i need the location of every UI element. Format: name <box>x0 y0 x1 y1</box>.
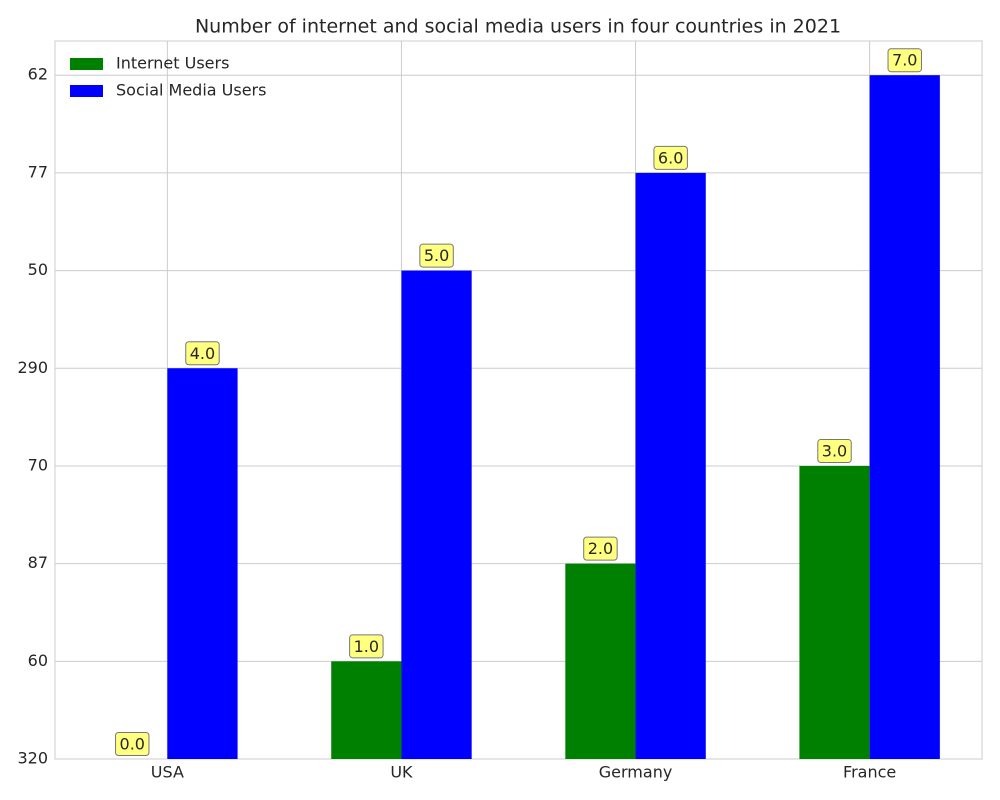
y-tick-label: 87 <box>28 553 48 572</box>
data-label-text: 1.0 <box>354 637 379 656</box>
bar <box>401 270 472 759</box>
bar <box>799 465 870 759</box>
y-tick-label: 62 <box>28 65 48 84</box>
bar <box>869 75 940 759</box>
data-label-box <box>817 438 852 463</box>
legend-label: Internet Users <box>116 54 229 73</box>
x-tick-label: USA <box>151 763 184 782</box>
bar <box>331 661 402 759</box>
data-label-box <box>653 145 688 170</box>
y-tick-label: 320 <box>17 749 48 768</box>
data-label: 6.0 <box>653 145 688 170</box>
y-tick-label: 60 <box>28 651 48 670</box>
x-tick-label: UK <box>390 763 413 782</box>
data-label: 1.0 <box>349 634 384 659</box>
y-tick-label: 77 <box>28 162 48 181</box>
plot-frame <box>54 40 983 760</box>
data-label: 0.0 <box>115 732 150 756</box>
data-label-text: 2.0 <box>588 539 613 558</box>
legend-swatch <box>70 85 103 97</box>
y-tick-label: 290 <box>17 358 48 377</box>
x-tick-label: Germany <box>599 763 673 782</box>
data-label-text: 7.0 <box>892 51 917 70</box>
chart-title: Number of internet and social media user… <box>195 16 841 38</box>
y-tick-label: 70 <box>28 455 48 474</box>
legend: Internet Users Social Media Users <box>70 54 266 100</box>
data-label-box <box>349 634 384 659</box>
y-tick-label: 50 <box>28 260 48 279</box>
data-label-box <box>185 341 220 366</box>
data-label-box <box>887 48 922 73</box>
legend-swatch <box>70 58 103 70</box>
legend-label: Social Media Users <box>116 81 266 100</box>
bar <box>167 368 238 759</box>
x-tick-label: France <box>843 763 896 782</box>
data-label-text: 3.0 <box>822 441 847 460</box>
data-label-text: 6.0 <box>658 148 683 167</box>
data-label-text: 5.0 <box>424 246 449 265</box>
data-label: 7.0 <box>887 48 922 73</box>
data-label: 4.0 <box>185 341 220 366</box>
data-label: 5.0 <box>419 243 454 268</box>
data-label-box <box>419 243 454 268</box>
data-label-box <box>115 732 150 756</box>
bar <box>635 172 706 759</box>
data-label: 3.0 <box>817 438 852 463</box>
data-label-text: 4.0 <box>190 344 215 363</box>
data-label: 2.0 <box>583 536 618 561</box>
bar <box>565 563 636 759</box>
data-label-text: 0.0 <box>120 735 145 754</box>
data-label-box <box>583 536 618 561</box>
